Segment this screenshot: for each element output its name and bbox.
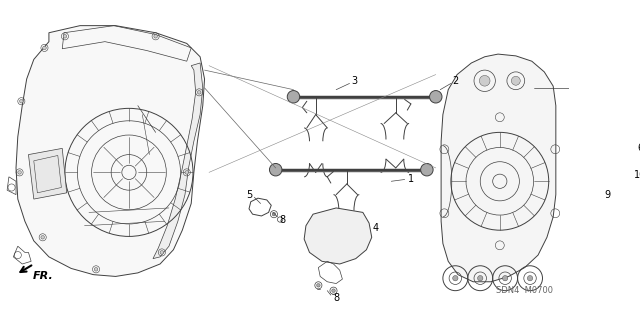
Polygon shape (441, 54, 556, 282)
Circle shape (287, 91, 300, 103)
Text: 8: 8 (280, 214, 286, 225)
Polygon shape (28, 148, 67, 199)
Circle shape (479, 76, 490, 86)
Text: 1: 1 (408, 174, 414, 185)
Text: 6: 6 (637, 143, 640, 153)
Circle shape (272, 212, 276, 216)
Circle shape (63, 35, 67, 38)
Text: 5: 5 (246, 190, 252, 200)
Circle shape (154, 35, 157, 38)
Text: 10: 10 (634, 170, 640, 180)
Text: FR.: FR. (32, 271, 53, 281)
Circle shape (527, 276, 532, 281)
Circle shape (41, 236, 44, 239)
Text: SDN4  M0700: SDN4 M0700 (496, 286, 553, 295)
Circle shape (420, 164, 433, 176)
Circle shape (477, 276, 483, 281)
Circle shape (269, 164, 282, 176)
Circle shape (618, 171, 627, 180)
Text: 8: 8 (333, 293, 339, 303)
Circle shape (185, 171, 189, 174)
Circle shape (317, 284, 320, 287)
Polygon shape (616, 90, 628, 100)
Text: 2: 2 (452, 76, 458, 86)
Polygon shape (153, 63, 203, 259)
Polygon shape (304, 208, 372, 264)
Circle shape (20, 100, 23, 103)
Text: 4: 4 (372, 223, 378, 233)
Text: 9: 9 (604, 190, 611, 200)
Circle shape (620, 94, 625, 100)
Circle shape (332, 289, 335, 292)
Text: 3: 3 (351, 76, 357, 86)
Circle shape (511, 76, 520, 85)
Circle shape (452, 276, 458, 281)
Circle shape (43, 46, 46, 50)
Circle shape (160, 251, 164, 254)
Polygon shape (16, 26, 205, 276)
Circle shape (429, 91, 442, 103)
Circle shape (197, 91, 201, 94)
Circle shape (94, 268, 98, 271)
Circle shape (616, 188, 628, 201)
Circle shape (18, 171, 21, 174)
Circle shape (502, 276, 508, 281)
